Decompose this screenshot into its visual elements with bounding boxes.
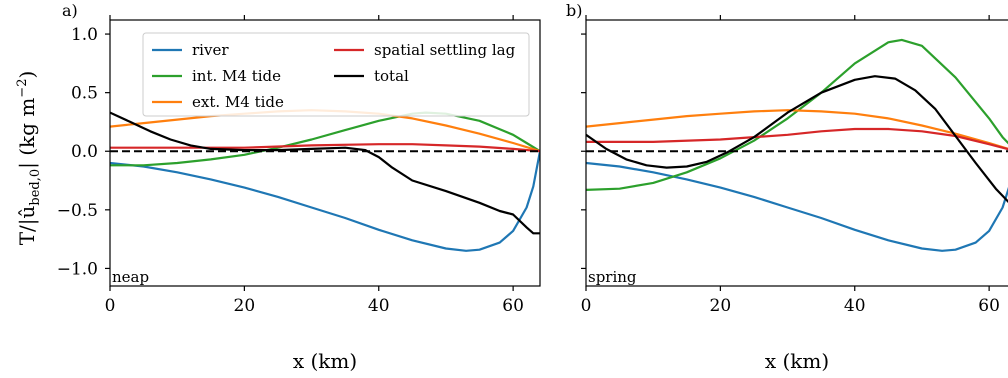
panel-a-label: a) xyxy=(62,1,78,20)
panel-b-series-int-m4-tide xyxy=(586,38,1008,191)
panel-b-x-axis-label: x (km) xyxy=(765,349,829,373)
panel-b-series-spatial-settling-lag xyxy=(586,127,1008,151)
panel-b-corner-label: spring xyxy=(588,268,637,286)
panel-a-frame xyxy=(109,19,541,287)
panel-b-xtick-label: 0 xyxy=(581,296,592,316)
panel-b: b) 0 20 40 60 spring x (km) xyxy=(566,1,1008,373)
panel-a-ytick-label: 0.5 xyxy=(71,84,98,104)
panel-b-series-river xyxy=(586,161,1008,252)
panel-a: a) 0 20 40 60 1.0 0.5 0.0 −0.5 −1.0 neap x (km) xyxy=(57,1,541,373)
panel-b-xtick-label: 40 xyxy=(844,296,866,316)
legend-label-int-m4-tide: int. M4 tide xyxy=(192,67,281,85)
panel-a-ytick-label: −0.5 xyxy=(57,201,98,221)
panel-a-xtick-label: 0 xyxy=(105,296,116,316)
panel-a-ytick-label: 1.0 xyxy=(71,25,98,45)
panel-b-series-total xyxy=(586,75,1008,204)
panel-a-ytick-label: −1.0 xyxy=(57,259,98,279)
legend-label-total: total xyxy=(374,67,409,85)
y-axis-label: T/|ûbed,0| (kg m−2) xyxy=(15,71,43,246)
panel-a-series-spatial-settling-lag xyxy=(110,143,540,153)
panel-a-corner-label: neap xyxy=(112,268,149,286)
panel-a-ytick-label: 0.0 xyxy=(71,142,98,162)
panel-a-series-river xyxy=(110,150,540,252)
panel-a-x-axis-label: x (km) xyxy=(293,349,357,373)
panel-b-xtick-label: 20 xyxy=(710,296,732,316)
legend-label-river: river xyxy=(192,41,229,59)
panel-a-series-int-m4-tide xyxy=(110,111,540,167)
panel-a-xtick-label: 20 xyxy=(234,296,256,316)
legend: river int. M4 tide ext. M4 tide spatial … xyxy=(142,32,530,117)
panel-b-xtick-label: 60 xyxy=(978,296,1000,316)
legend-label-spatial-settling-lag: spatial settling lag xyxy=(374,41,516,59)
panel-b-frame xyxy=(585,19,1008,287)
panel-a-series-total xyxy=(110,111,540,235)
panel-a-xtick-label: 60 xyxy=(502,296,524,316)
legend-box xyxy=(142,32,530,117)
panel-b-label: b) xyxy=(566,1,582,20)
panel-b-series-ext-m4-tide xyxy=(586,109,1008,150)
panel-a-xtick-label: 40 xyxy=(368,296,390,316)
legend-label-ext-m4-tide: ext. M4 tide xyxy=(192,93,284,111)
